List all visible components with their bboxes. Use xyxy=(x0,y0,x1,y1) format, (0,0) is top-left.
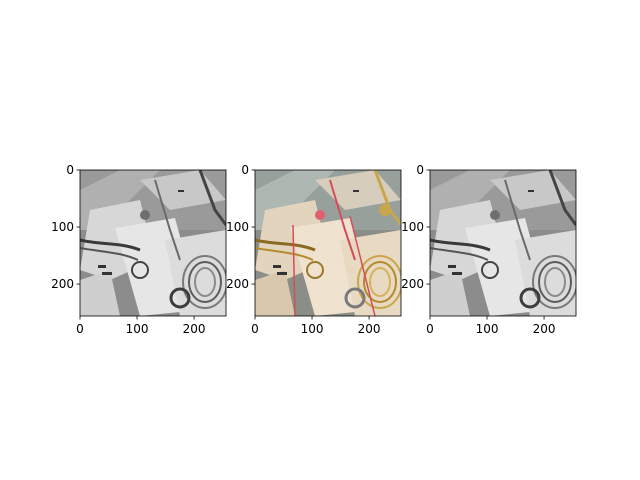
y-tick-label-1-0: 0 xyxy=(66,163,74,177)
image-1 xyxy=(80,170,226,316)
image-panel-1: 0 100 200 0 100 200 xyxy=(51,163,226,336)
y-tick-label-2-200: 200 xyxy=(226,277,249,291)
image-3 xyxy=(430,170,576,316)
x-tick-label-2-200: 200 xyxy=(358,322,381,336)
image-2 xyxy=(255,170,401,316)
y-tick-label-2-100: 100 xyxy=(226,220,249,234)
x-tick-label-1-200: 200 xyxy=(183,322,206,336)
y-tick-label-3-0: 0 xyxy=(416,163,424,177)
panels: 0 100 200 0 100 200 0 100 200 0 100 200 0 100 200 0 100 2… xyxy=(51,163,576,336)
y-tick-label-3-200: 200 xyxy=(401,277,424,291)
y-tick-label-3-100: 100 xyxy=(401,220,424,234)
x-tick-label-2-100: 100 xyxy=(301,322,324,336)
image-panel-3: 0 100 200 0 100 200 xyxy=(401,163,576,336)
y-tick-label-2-0: 0 xyxy=(241,163,249,177)
x-tick-label-3-100: 100 xyxy=(476,322,499,336)
x-tick-label-3-200: 200 xyxy=(533,322,556,336)
y-tick-label-1-200: 200 xyxy=(51,277,74,291)
x-tick-label-1-0: 0 xyxy=(76,322,84,336)
x-tick-label-1-100: 100 xyxy=(126,322,149,336)
y-tick-label-1-100: 100 xyxy=(51,220,74,234)
x-tick-label-2-0: 0 xyxy=(251,322,259,336)
x-tick-label-3-0: 0 xyxy=(426,322,434,336)
image-panel-2: 0 100 200 0 100 200 xyxy=(226,163,401,336)
